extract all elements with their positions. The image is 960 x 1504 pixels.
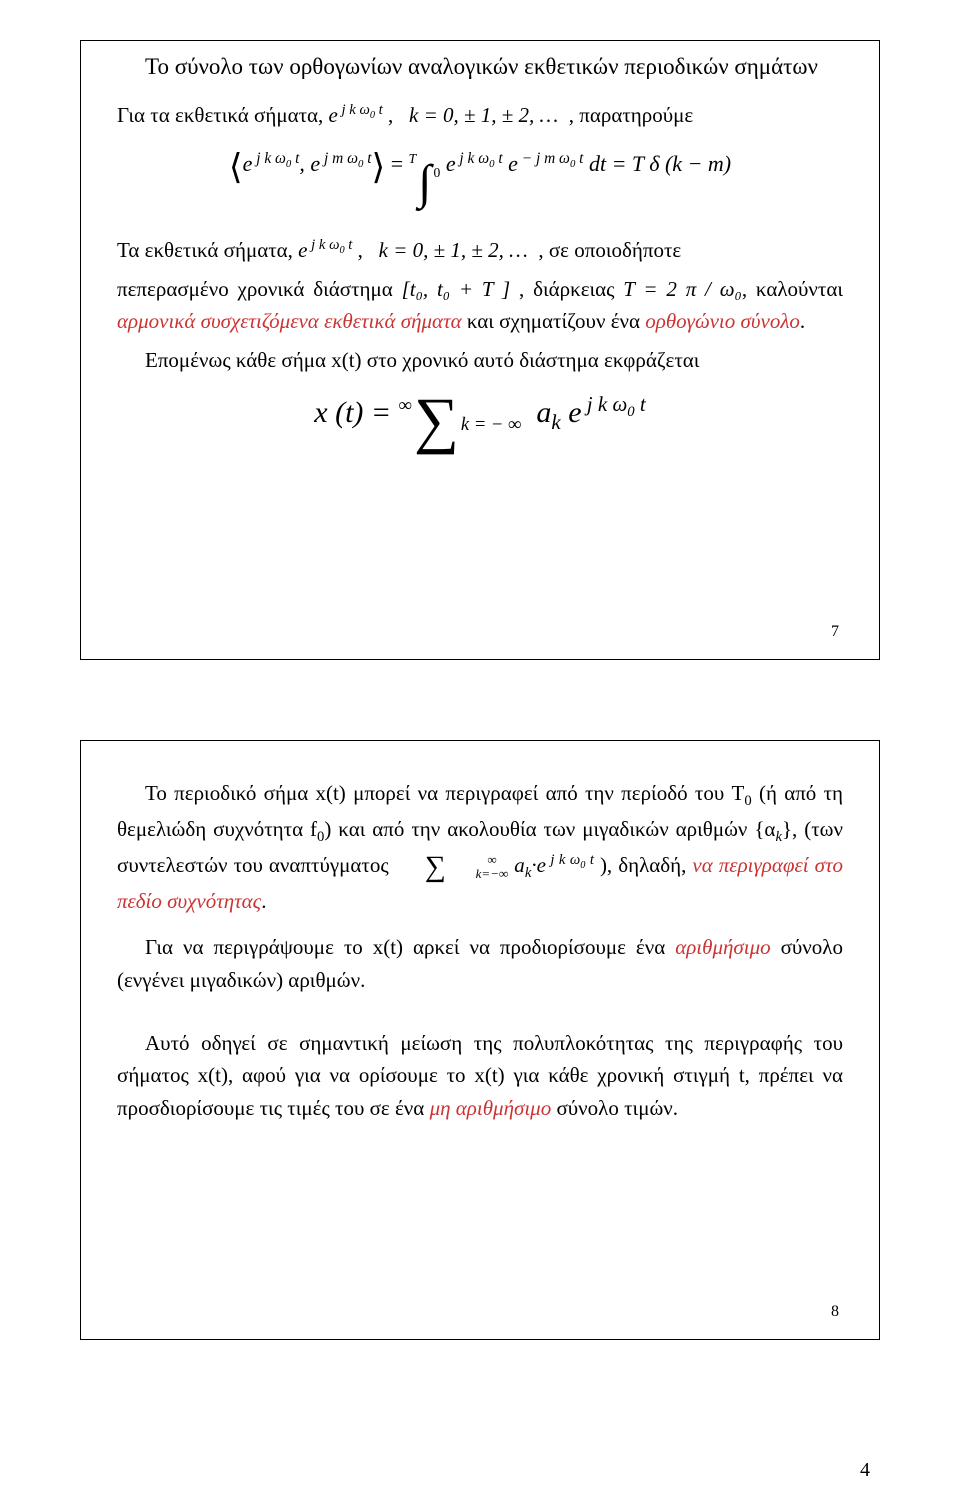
- k-values-1: k = 0, ± 1, ± 2, …: [409, 103, 558, 127]
- slide-7-line1b: , παρατηρούμε: [569, 103, 693, 127]
- k-values-2: k = 0, ± 1, ± 2, …: [379, 238, 528, 262]
- exp-jkwt-2: e j k ω0 t: [298, 238, 352, 262]
- page-number: 4: [860, 1459, 870, 1482]
- inner-product-eq: ⟨e j k ω0 t, e j m ω0 t⟩ = T ∫ 0 e j k ω…: [117, 141, 843, 220]
- p1e: ), δηλαδή,: [600, 853, 692, 877]
- p1c: ) και από την ακολουθία των μιγαδικών αρ…: [324, 817, 775, 841]
- slide-7-title: Το σύνολο των ορθογωνίων αναλογικών εκθε…: [117, 49, 843, 85]
- slide-8-p2: Για να περιγράψουμε το x(t) αρκεί να προ…: [117, 931, 843, 996]
- slide-8-box: Το περιοδικό σήμα x(t) μπορεί να περιγρα…: [80, 740, 880, 1340]
- eq1-tail: dt = T δ (k − m): [589, 151, 731, 176]
- slide-7-num: 7: [831, 620, 839, 645]
- slide-7-line2b: , σε οποιοδήποτε: [538, 238, 681, 262]
- line3a: πεπερασμένο χρονικά διάστημα: [117, 277, 402, 301]
- fourier-series-eq: x (t) = ∞ ∑ k = − ∞ ak e j k ω0 t: [117, 388, 843, 452]
- line5a: σχηματίζουν ένα: [499, 309, 645, 333]
- slide-7-line6: Επομένως κάθε σήμα x(t) στο χρονικό αυτό…: [117, 344, 843, 377]
- slide-7-line2a: Τα εκθετικά σήματα,: [117, 238, 298, 262]
- slide-7-line2: Τα εκθετικά σήματα, e j k ω0 t , k = 0, …: [117, 234, 843, 267]
- p3b: σύνολο τιμών.: [551, 1096, 678, 1120]
- T-def: T = 2 π / ω₀: [623, 277, 742, 301]
- hl-harmonic: αρμονικά συσχετιζόμενα εκθετικά σήματα: [117, 309, 462, 333]
- p1-sub0-a: 0: [744, 793, 751, 809]
- inline-sum: ∑∞k=−∞ ak·e j k ω0 t: [395, 853, 600, 877]
- line3c: ,: [742, 277, 747, 301]
- hl-orthogonal: ορθογώνιο σύνολο: [645, 309, 800, 333]
- slide-7-line1a: Για τα εκθετικά σήματα,: [117, 103, 329, 127]
- p3-hl: μη αριθμήσιμο: [430, 1096, 552, 1120]
- slide-7-line1: Για τα εκθετικά σήματα, e j k ω0 t , k =…: [117, 99, 843, 132]
- interval: [t₀, t₀ + T ]: [402, 277, 511, 301]
- line3b: , διάρκειας: [519, 277, 623, 301]
- eq2-lhs: x (t) =: [314, 396, 398, 429]
- slide-7-box: Το σύνολο των ορθογωνίων αναλογικών εκθε…: [80, 40, 880, 660]
- slide-8-p3: Αυτό οδηγεί σε σημαντική μείωση της πολυ…: [117, 1027, 843, 1125]
- line4b: και: [462, 309, 494, 333]
- p2-hl: αριθμήσιμο: [675, 935, 770, 959]
- slide-8-p1: Το περιοδικό σήμα x(t) μπορεί να περιγρα…: [117, 777, 843, 917]
- p2a: Για να περιγράψουμε το x(t) αρκεί να προ…: [145, 935, 675, 959]
- p1f: .: [261, 889, 266, 913]
- line4a: καλούνται: [756, 277, 843, 301]
- exp-jkwt: e j k ω0 t: [329, 103, 383, 127]
- slide-8-num: 8: [831, 1300, 839, 1325]
- p1a: Το περιοδικό σήμα x(t) μπορεί να περιγρα…: [145, 781, 744, 805]
- line5b: .: [800, 309, 805, 333]
- slide-7-block: πεπερασμένο χρονικά διάστημα [t₀, t₀ + T…: [117, 273, 843, 338]
